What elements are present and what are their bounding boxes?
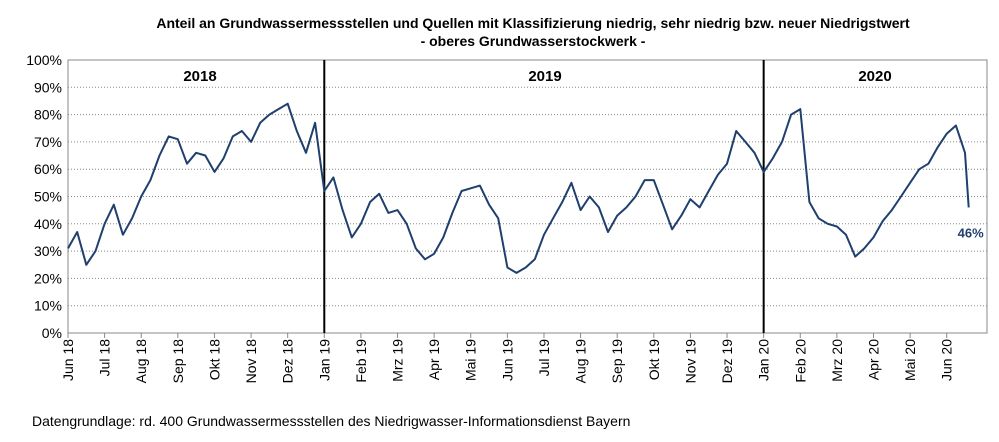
x-tick-label: Jan 19 <box>316 339 332 381</box>
y-tick-label: 30% <box>34 243 62 259</box>
chart-title: Anteil an Grundwassermessstellen und Que… <box>156 15 910 31</box>
y-tick-label: 10% <box>34 298 62 314</box>
x-tick-label: Okt 18 <box>206 339 222 380</box>
x-tick-label: Apr 20 <box>865 339 881 380</box>
data-line <box>67 102 970 274</box>
year-label-bg <box>170 64 230 86</box>
year-label: 2020 <box>858 68 891 85</box>
y-tick-label: 20% <box>34 270 62 286</box>
x-tick-label: Mrz 19 <box>390 339 406 382</box>
y-tick-label: 80% <box>34 107 62 123</box>
y-tick-label: 60% <box>34 161 62 177</box>
year-label: 2019 <box>528 68 561 85</box>
x-tick-label: Dez 19 <box>719 339 735 384</box>
source-note: Datengrundlage: rd. 400 Grundwassermesss… <box>32 413 630 429</box>
x-tick-label: Nov 19 <box>682 339 698 384</box>
y-tick-label: 40% <box>34 216 62 232</box>
x-tick-label: Jun 18 <box>60 339 76 381</box>
end-label: 46% <box>958 225 984 240</box>
y-tick-label: 70% <box>34 134 62 150</box>
x-tick-label: Dez 18 <box>280 339 296 384</box>
x-tick-label: Jun 19 <box>499 339 515 381</box>
year-label-bg <box>845 64 905 86</box>
x-tick-label: Aug 18 <box>133 339 149 384</box>
y-tick-label: 50% <box>34 189 62 205</box>
y-tick-label: 0% <box>42 325 62 341</box>
x-tick-label: Jan 20 <box>756 339 772 381</box>
y-tick-label: 90% <box>34 79 62 95</box>
y-tick-label: 100% <box>26 52 62 68</box>
x-tick-label: Feb 19 <box>353 339 369 383</box>
x-tick-label: Mrz 20 <box>829 339 845 382</box>
x-tick-label: Sep 18 <box>170 339 186 384</box>
x-tick-label: Apr 19 <box>426 339 442 380</box>
x-tick-label: Mai 19 <box>463 339 479 381</box>
year-label: 2018 <box>183 68 216 85</box>
year-label-bg <box>515 64 575 86</box>
x-tick-label: Feb 20 <box>792 339 808 383</box>
plot-frame <box>67 59 988 334</box>
x-tick-label: Aug 19 <box>573 339 589 384</box>
x-tick-label: Sep 19 <box>609 339 625 384</box>
x-tick-label: Mai 20 <box>902 339 918 381</box>
x-tick-label: Jun 20 <box>939 339 955 381</box>
x-tick-label: Jul 18 <box>97 339 113 377</box>
x-tick-label: Jul 19 <box>536 339 552 377</box>
chart-subtitle: - oberes Grundwasserstockwerk - <box>421 33 646 49</box>
x-tick-label: Nov 18 <box>243 339 259 384</box>
x-tick-label: Okt 19 <box>646 339 662 380</box>
